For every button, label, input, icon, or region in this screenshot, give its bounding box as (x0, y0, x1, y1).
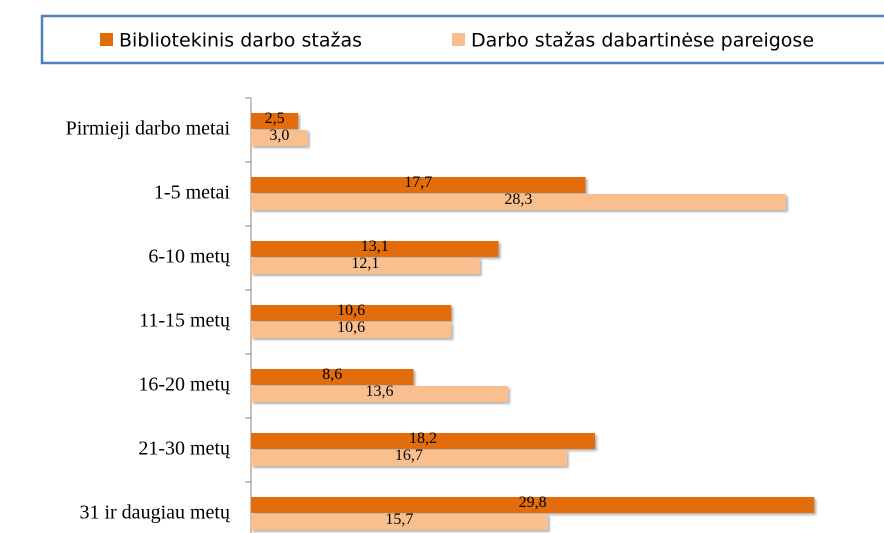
bar (251, 241, 499, 257)
legend-swatch (452, 33, 465, 46)
bar (251, 386, 509, 402)
category-label: 16-20 metų (138, 374, 231, 396)
bar (251, 450, 567, 466)
legend-label: Bibliotekinis darbo stažas (119, 30, 362, 52)
category-label: Pirmieji darbo metai (66, 118, 231, 140)
bar (251, 177, 586, 193)
value-label: 12,1 (351, 255, 379, 272)
bar (251, 130, 308, 146)
value-label: 17,7 (404, 174, 432, 191)
bar (251, 433, 595, 449)
value-label: 29,8 (519, 494, 547, 511)
bar (251, 194, 786, 210)
category-label: 6-10 metų (148, 246, 231, 268)
value-label: 13,6 (366, 383, 394, 400)
legend-label: Darbo stažas dabartinėse pareigose (471, 30, 814, 52)
value-label: 10,6 (337, 319, 365, 336)
bar (251, 305, 452, 321)
value-label: 3,0 (269, 127, 289, 144)
category-label: 31 ir daugiau metų (79, 502, 231, 524)
bar (251, 369, 414, 385)
legend-swatch (100, 33, 113, 46)
category-label: 1-5 metai (154, 182, 231, 204)
value-label: 8,6 (322, 366, 342, 383)
bar (251, 514, 548, 530)
value-label: 10,6 (337, 302, 365, 319)
bar (251, 113, 299, 129)
category-label: 21-30 metų (138, 438, 231, 460)
bar (251, 322, 452, 338)
value-label: 15,7 (385, 511, 413, 528)
value-label: 28,3 (504, 191, 532, 208)
bar (251, 497, 815, 513)
value-label: 2,5 (265, 110, 285, 127)
value-label: 16,7 (395, 447, 423, 464)
bar (251, 258, 480, 274)
value-label: 13,1 (361, 238, 389, 255)
category-label: 11-15 metų (139, 310, 231, 332)
value-label: 18,2 (409, 430, 437, 447)
